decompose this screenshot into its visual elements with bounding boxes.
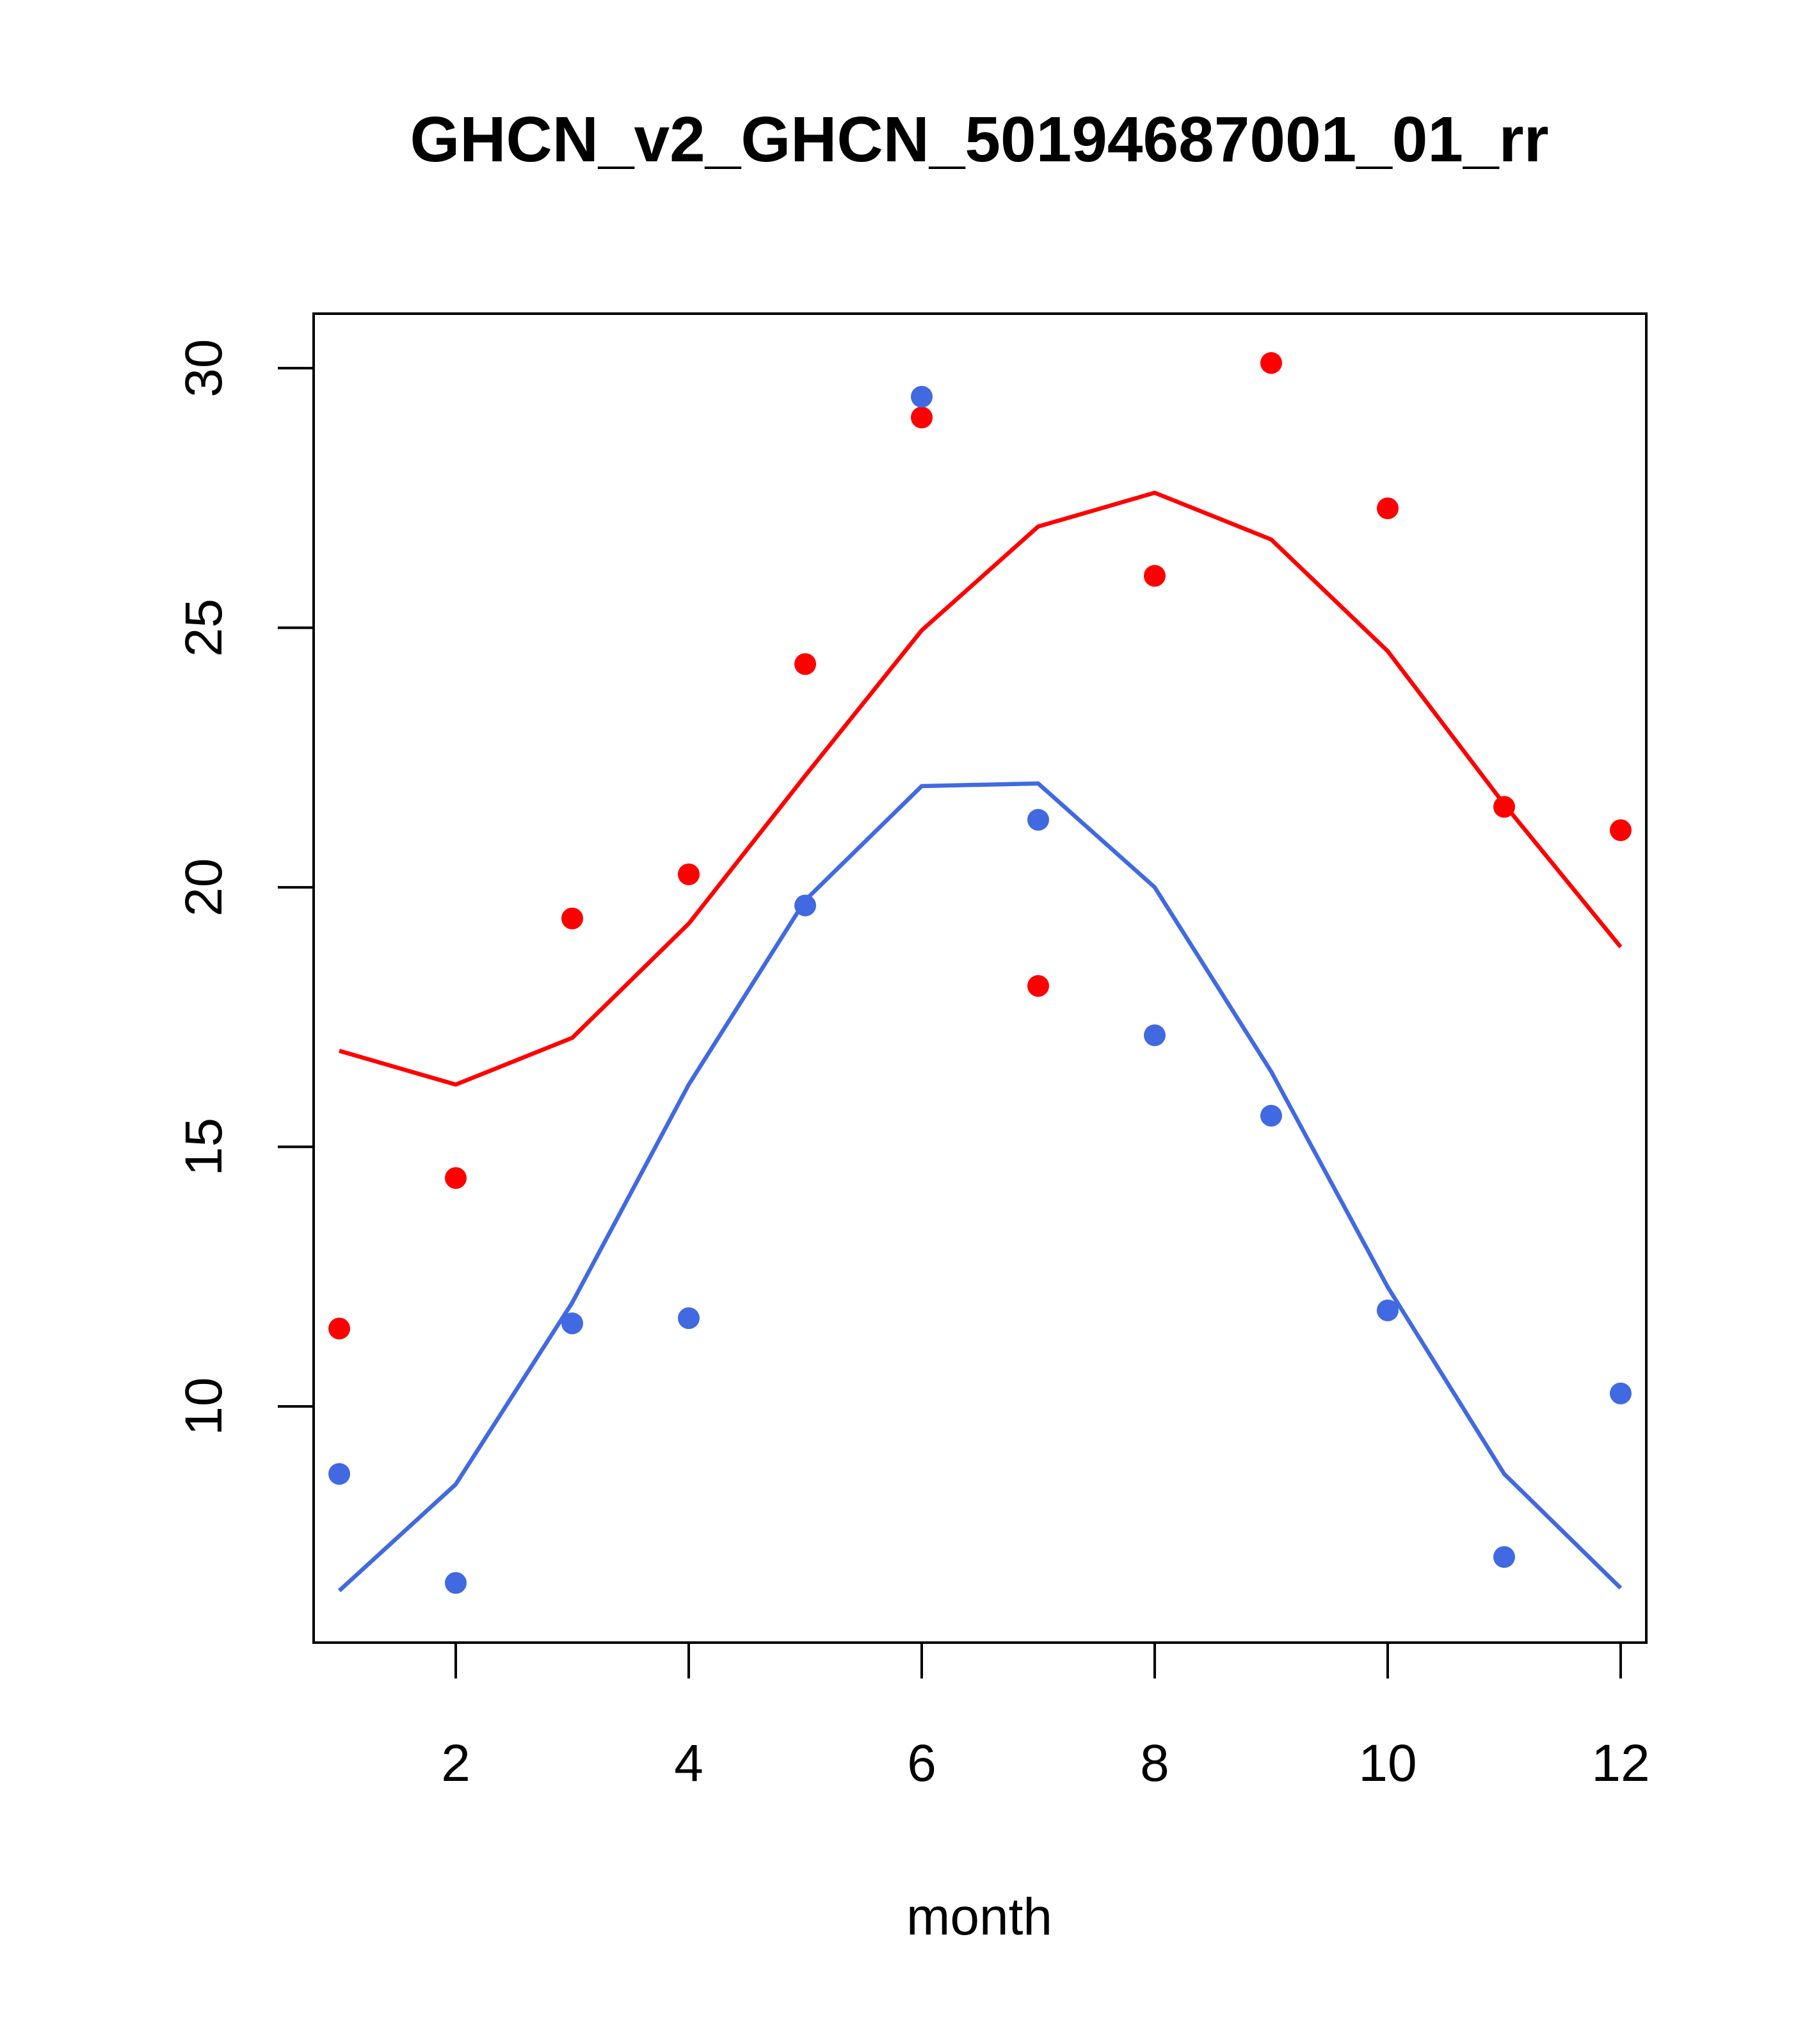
blue-point-m2: [445, 1572, 467, 1594]
y-tick-label: 20: [175, 858, 233, 916]
blue-point-m6: [911, 385, 933, 408]
y-axis: 10 15 20 25 30: [175, 339, 314, 1436]
blue-point-m5: [794, 894, 817, 917]
red-point-m8: [1143, 565, 1166, 587]
blue-point-m10: [1376, 1300, 1399, 1321]
x-tick-label: 6: [907, 1734, 936, 1792]
red-point-m12: [1609, 819, 1632, 841]
red-point-m3: [561, 907, 584, 929]
blue-point-m11: [1493, 1546, 1515, 1568]
x-tick-label: 12: [1591, 1734, 1649, 1792]
red-point-m1: [328, 1317, 351, 1340]
blue-point-m3: [561, 1312, 584, 1335]
blue-point-m7: [1027, 809, 1049, 831]
red-point-m7: [1027, 975, 1049, 997]
y-tick-label: 10: [175, 1377, 233, 1435]
chart-title: GHCN_v2_GHCN_50194687001_01_rr: [410, 104, 1548, 175]
x-axis: 2 4 6 8 10 12: [441, 1643, 1650, 1792]
series-layer: [328, 352, 1632, 1594]
blue-line-series: [337, 781, 1623, 1593]
red-point-m11: [1493, 796, 1515, 818]
blue-point-m9: [1260, 1104, 1282, 1127]
blue-point-m12: [1609, 1382, 1632, 1404]
red-point-m5: [794, 653, 817, 675]
x-tick-label: 4: [674, 1734, 703, 1792]
x-tick-label: 10: [1358, 1734, 1417, 1792]
y-tick-label: 25: [175, 599, 233, 657]
red-point-m4: [678, 863, 700, 885]
blue-point-m8: [1143, 1024, 1166, 1047]
red-point-m2: [445, 1167, 467, 1189]
red-point-m6: [911, 406, 933, 429]
blue-point-m1: [328, 1463, 351, 1485]
y-tick-label: 15: [175, 1118, 233, 1176]
red-point-m10: [1376, 497, 1399, 520]
plot-frame: [312, 312, 1648, 1644]
x-axis-label: month: [906, 1888, 1052, 1946]
red-line-series: [339, 490, 1623, 1087]
x-tick-label: 2: [441, 1734, 470, 1792]
blue-point-m4: [678, 1307, 700, 1330]
y-tick-label: 30: [175, 339, 233, 398]
x-tick-label: 8: [1140, 1734, 1169, 1792]
red-point-m9: [1260, 352, 1282, 374]
